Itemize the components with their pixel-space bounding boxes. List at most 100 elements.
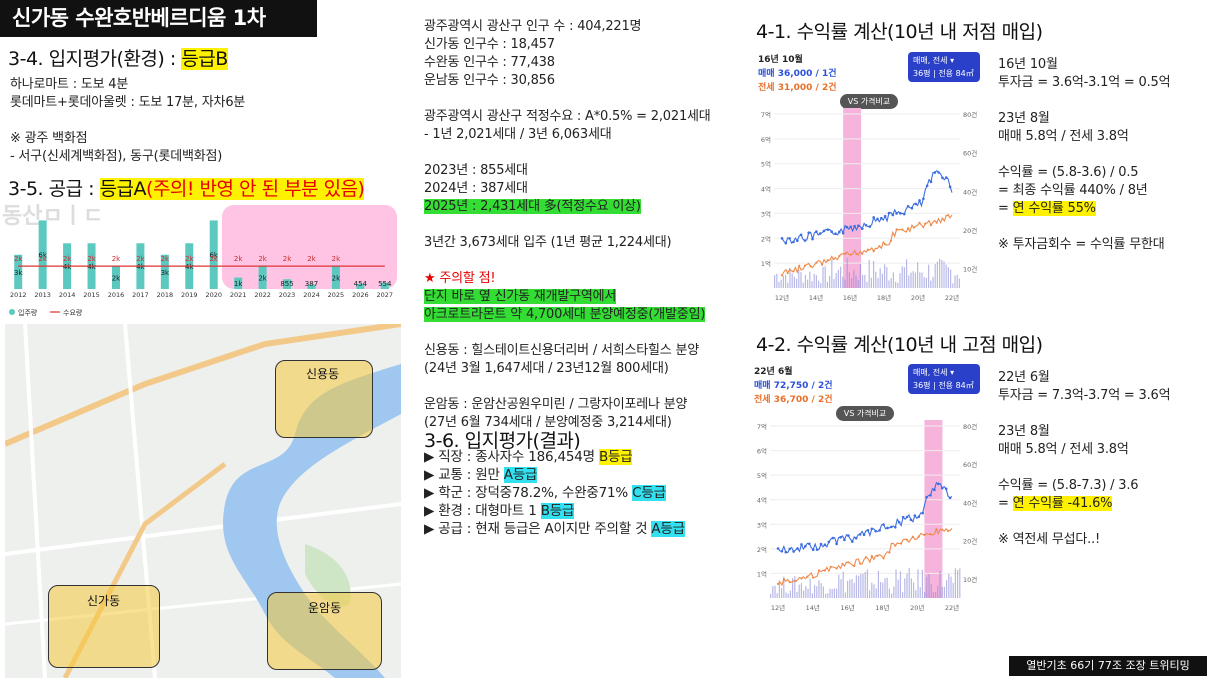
- spacer: [424, 252, 711, 270]
- volume-bar: [902, 592, 904, 598]
- spacer: [424, 144, 711, 162]
- map-label-sinyong: 신용동: [306, 367, 340, 381]
- volume-bar: [774, 585, 776, 598]
- chart-lease: 전세 36,700 / 2건: [754, 395, 833, 405]
- bar-label: 554: [378, 280, 392, 288]
- trade-point: [899, 212, 902, 215]
- x-tick-label: 2019: [181, 291, 198, 299]
- y-tick-label: 1억: [761, 260, 771, 268]
- x-tick-label: 16년: [840, 603, 854, 612]
- volume-bar: [943, 586, 945, 598]
- bar-label: 6k: [38, 252, 47, 260]
- volume-bar: [770, 593, 772, 598]
- trade-point: [929, 494, 932, 497]
- lease-point: [849, 253, 852, 256]
- sec41-line: 23년 8월: [998, 111, 1050, 126]
- x-tick-label: 2014: [59, 291, 76, 299]
- trade-point: [874, 529, 878, 533]
- volume-bar: [791, 273, 793, 288]
- x-tick-label: 20년: [910, 603, 924, 612]
- trade-point: [792, 550, 795, 553]
- lease-point: [806, 575, 809, 578]
- compare-button[interactable]: VS 가격비교: [836, 406, 894, 421]
- trade-point: [902, 212, 906, 216]
- volume-bar: [780, 279, 782, 288]
- sec41-result: = 연 수익률 55%: [998, 200, 1170, 218]
- volume-bar: [847, 580, 849, 598]
- spacer: [424, 90, 711, 108]
- demand-line: - 1년 2,021세대 / 3년 6,063세대: [424, 127, 612, 142]
- trade-point: [823, 543, 827, 547]
- volume-bar: [868, 259, 870, 288]
- lease-point: [895, 228, 898, 231]
- lease-point: [841, 562, 844, 565]
- volume-bar: [926, 576, 928, 598]
- x-tick-label: 2018: [157, 291, 174, 299]
- volume-bar: [871, 582, 873, 598]
- sec36-item-text: ▶ 교통 : 원만: [424, 467, 504, 483]
- volume-bar: [906, 259, 908, 288]
- volume-bar: [837, 269, 839, 288]
- demand-label: 2k: [185, 255, 194, 263]
- lease-point: [894, 544, 897, 547]
- volume-bar: [811, 593, 813, 598]
- trade-point: [868, 225, 872, 228]
- y-tick-label: 3억: [761, 210, 771, 218]
- volume-bar: [859, 263, 861, 288]
- map-area-singa: 신가동: [48, 585, 160, 668]
- volume-bar: [858, 575, 860, 598]
- lease-point: [872, 249, 875, 253]
- sec36-heading: 3-6. 입지평가(결과): [424, 430, 581, 452]
- supply-hl-wrap: 2025년 : 2,431세대 多(적정수요 이상): [424, 198, 711, 216]
- supply-bar: [38, 220, 47, 289]
- volume-bar: [855, 275, 857, 288]
- bar-label: 4k: [63, 263, 72, 271]
- volume-bar: [809, 271, 811, 288]
- trade-point: [803, 239, 807, 242]
- sec41-heading: 4-1. 수익률 계산(10년 내 저점 매입): [756, 21, 1043, 43]
- lease-point: [817, 569, 821, 572]
- chart-filter-badge[interactable]: 매매, 전세 ▾ 36평 | 전용 84㎡: [908, 52, 980, 82]
- sec41-line: 16년 10월: [998, 57, 1058, 72]
- volume-bar: [842, 571, 844, 598]
- volume-bar: [910, 578, 912, 598]
- supply-bar: [307, 284, 316, 289]
- volume-bar: [807, 588, 809, 598]
- sec41-line: = 최종 수익률 440% / 8년: [998, 183, 1148, 198]
- trade-point: [918, 199, 921, 202]
- chart-filter-badge[interactable]: 매매, 전세 ▾ 36평 | 전용 84㎡: [908, 364, 980, 394]
- trade-point: [937, 482, 940, 486]
- trade-point: [788, 547, 792, 551]
- volume-bar: [815, 275, 817, 288]
- trade-point: [804, 544, 807, 548]
- x-tick-label: 12년: [771, 603, 785, 612]
- chart-trade: 매매 36,000 / 1건: [758, 69, 837, 79]
- sec34-line: 롯데마트+롯데아울렛 : 도보 17분, 자차6분: [10, 95, 246, 110]
- lease-point: [835, 567, 838, 570]
- lease-point: [786, 271, 789, 275]
- volume-bar: [800, 272, 802, 288]
- compare-button[interactable]: VS 가격비교: [840, 94, 898, 109]
- trade-point: [925, 495, 928, 499]
- volume-bar: [781, 588, 783, 598]
- sec42-line: 23년 8월: [998, 424, 1050, 439]
- lease-point: [776, 582, 780, 586]
- supply-highlight: 2025년 : 2,431세대 多(적정수요 이상): [424, 199, 641, 214]
- supply-bar: [111, 266, 120, 289]
- volume-bar: [776, 273, 778, 288]
- volume-bar: [816, 586, 818, 598]
- y-tick-label: 5억: [761, 161, 771, 169]
- volume-bar: [950, 269, 952, 288]
- trade-point: [831, 536, 835, 540]
- bar-label: 3k: [14, 269, 23, 277]
- volume-bar: [897, 282, 899, 288]
- y-right-tick-label: 40건: [963, 187, 977, 196]
- volume-bar: [912, 271, 914, 288]
- demand-label: 2k: [87, 255, 96, 263]
- trade-point: [847, 534, 850, 537]
- sec36-item: ▶ 교통 : 원만 A등급: [424, 466, 685, 484]
- trade-point: [882, 523, 885, 526]
- volume-bar: [842, 276, 844, 288]
- volume-bar: [846, 258, 848, 288]
- volume-bar: [888, 280, 890, 288]
